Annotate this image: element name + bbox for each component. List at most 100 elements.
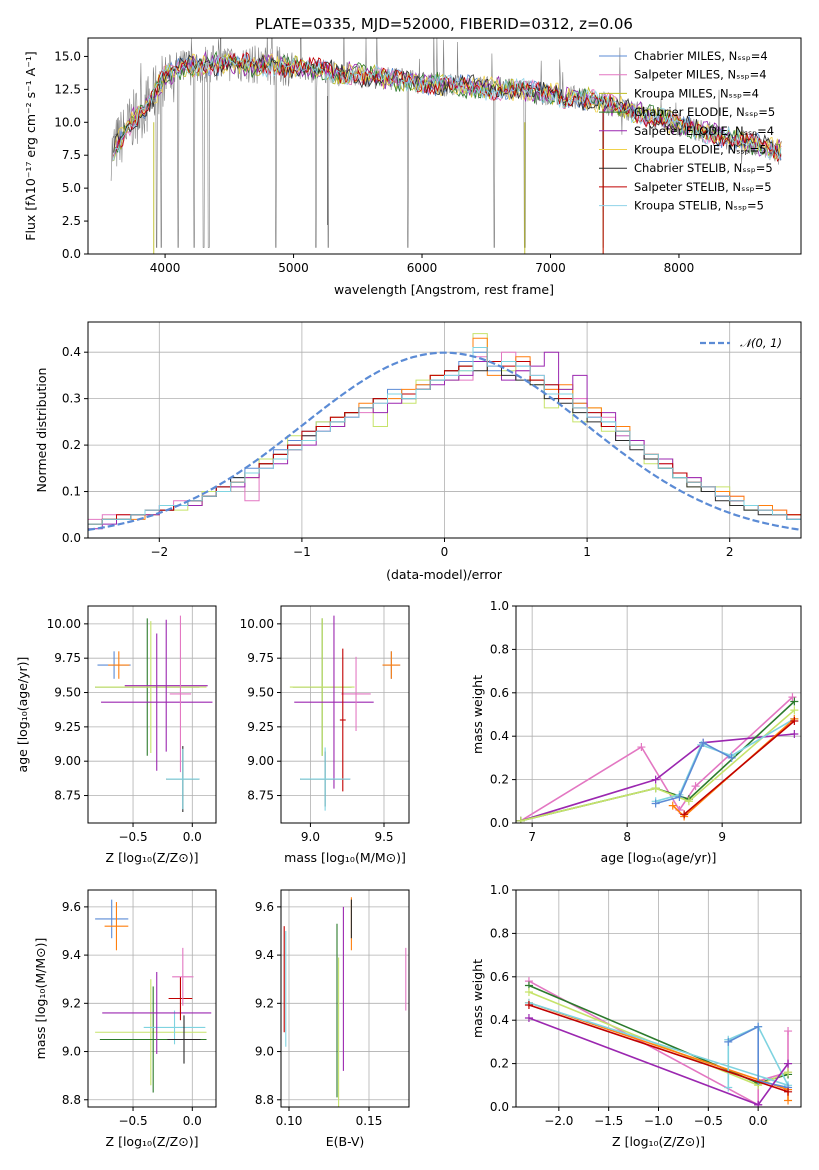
x-tick-label: −1: [293, 545, 311, 559]
spectrum-ylabel: Flux [fλ10⁻¹⁷ erg cm⁻² s⁻¹ A⁻¹]: [23, 51, 38, 240]
y-tick-label: 9.25: [54, 720, 81, 734]
panel-marks: [283, 897, 407, 1107]
y-tick-label: 9.6: [255, 900, 274, 914]
series-line: [520, 733, 795, 822]
model-spectrum-line: [113, 54, 782, 157]
panel-frame: [280, 889, 410, 1108]
y-tick-label: 15.0: [54, 49, 81, 63]
panel-marks: [289, 615, 401, 811]
x-tick-label: 1: [583, 545, 591, 559]
errorbar: [102, 971, 212, 1054]
y-tick-label: 8.8: [255, 1093, 274, 1107]
y-tick-label: 0.2: [490, 1057, 509, 1071]
errorbar: [143, 1010, 206, 1045]
x-tick-label: 7000: [535, 261, 566, 275]
model-spectrum-line: [113, 53, 782, 161]
plot-area: [88, 606, 216, 823]
series-line: [655, 741, 732, 805]
series-line: [528, 1017, 789, 1106]
x-axis-label: Z [log₁₀(Z/Z⊙)]: [106, 850, 199, 865]
errorbar: [169, 615, 192, 773]
series-marker: [524, 1014, 533, 1023]
series-line: [520, 709, 795, 822]
panel-frame: [280, 605, 410, 824]
y-tick-label: 9.6: [62, 900, 81, 914]
series-marker: [784, 1059, 793, 1068]
x-tick-label: 7: [528, 830, 536, 844]
y-tick-label: 9.00: [247, 754, 274, 768]
y-axis-label: mass weight: [470, 959, 485, 1038]
errorbar: [289, 618, 355, 756]
x-tick-label: 9.5: [374, 830, 393, 844]
y-tick-label: 9.75: [247, 651, 274, 665]
y-tick-label: 10.00: [240, 617, 274, 631]
y-tick-label: 9.2: [62, 996, 81, 1010]
gaussian-legend-label: 𝒩(0, 1): [740, 336, 782, 350]
x-tick-label: 0: [441, 545, 449, 559]
x-tick-label: −2: [150, 545, 168, 559]
x-axis-label: Z [log₁₀(Z/Z⊙)]: [106, 1134, 199, 1149]
y-tick-label: 0.6: [490, 686, 509, 700]
age-vs-metallicity-panel: −0.5 0.0 8.75 9.00 9.25 9.50 9.75 10.00 Z [log₁₀…: [15, 605, 217, 865]
gaussian-curve: [88, 351, 801, 531]
x-axis-label: mass [log₁₀(M/M⊙)]: [284, 850, 406, 865]
y-tick-label: 0.0: [62, 531, 81, 545]
residual-histograms: [88, 333, 801, 531]
legend-entry: Salpeter MILES, Nₛₛₚ=4: [634, 68, 767, 82]
errorbar: [95, 979, 207, 1086]
panel-frame: [87, 889, 217, 1108]
y-tick-label: 8.75: [247, 789, 274, 803]
legend-entry: Kroupa MILES, Nₛₛₚ=4: [634, 86, 759, 100]
series-line: [683, 720, 795, 815]
legend-entry: Salpeter STELIB, Nₛₛₚ=5: [634, 180, 772, 194]
mass-vs-ebv-panel: 0.10 0.15 8.8 9.0 9.2 9.4 9.6 E(B-V): [255, 889, 410, 1149]
spectrum-xlabel: wavelength [Angstrom, rest frame]: [334, 282, 554, 297]
y-tick-label: 9.50: [247, 686, 274, 700]
spectrum-axes: 4000 5000 6000 7000 8000 0.0 2.5 5.0 7.5 10.0 12.5…: [54, 37, 802, 275]
series-marker: [691, 782, 700, 791]
x-tick-label: −1.5: [594, 1114, 623, 1128]
series-marker: [784, 1087, 793, 1096]
panel-frame: [87, 605, 217, 824]
x-tick-label: −0.5: [118, 1114, 147, 1128]
series-marker: [790, 697, 799, 706]
y-axis-label: age [log₁₀(age/yr)]: [15, 657, 30, 773]
series-marker: [680, 810, 689, 819]
y-tick-label: 0.0: [490, 816, 509, 830]
y-tick-label: 9.25: [247, 720, 274, 734]
y-tick-label: 1.0: [490, 883, 509, 897]
y-tick-label: 10.00: [47, 617, 81, 631]
y-tick-label: 9.00: [54, 754, 81, 768]
x-axis-label: E(B-V): [326, 1134, 365, 1149]
x-tick-label: 0.10: [276, 1114, 303, 1128]
series-marker: [784, 1027, 793, 1036]
errorbar: [101, 633, 213, 771]
panel-marks: [524, 977, 793, 1107]
series-marker: [651, 775, 660, 784]
y-tick-label: 0.6: [490, 970, 509, 984]
y-tick-label: 9.75: [54, 651, 81, 665]
errorbar: [341, 656, 371, 731]
series-marker: [790, 706, 799, 715]
y-tick-label: 1.0: [490, 599, 509, 613]
series-marker: [727, 753, 736, 762]
x-axis-label: age [log₁₀(age/yr)]: [601, 850, 717, 865]
residual-xlabel: (data-model)/error: [386, 567, 503, 582]
y-tick-label: 0.2: [62, 438, 81, 452]
spectrum-title: PLATE=0335, MJD=52000, FIBERID=0312, z=0…: [255, 15, 633, 33]
series-marker: [699, 738, 708, 747]
y-tick-label: 0.0: [490, 1100, 509, 1114]
errorbar: [167, 1015, 201, 1064]
errorbar: [95, 621, 207, 753]
massweight-vs-metallicity-panel: −2.0 −1.5 −1.0 −0.5 0.0 0.0 0.2 0.4 0.6 0.8 1.0 Z […: [470, 883, 802, 1149]
series-marker: [724, 1083, 733, 1092]
y-tick-label: 2.5: [62, 214, 81, 228]
errorbar: [166, 748, 200, 810]
y-tick-label: 0.0: [62, 247, 81, 261]
y-tick-label: 9.4: [62, 948, 81, 962]
errorbar: [124, 619, 208, 752]
y-tick-label: 10.0: [54, 115, 81, 129]
series-marker: [784, 1068, 793, 1077]
spectrum-frame: [87, 37, 802, 255]
histogram-step: [88, 347, 801, 525]
